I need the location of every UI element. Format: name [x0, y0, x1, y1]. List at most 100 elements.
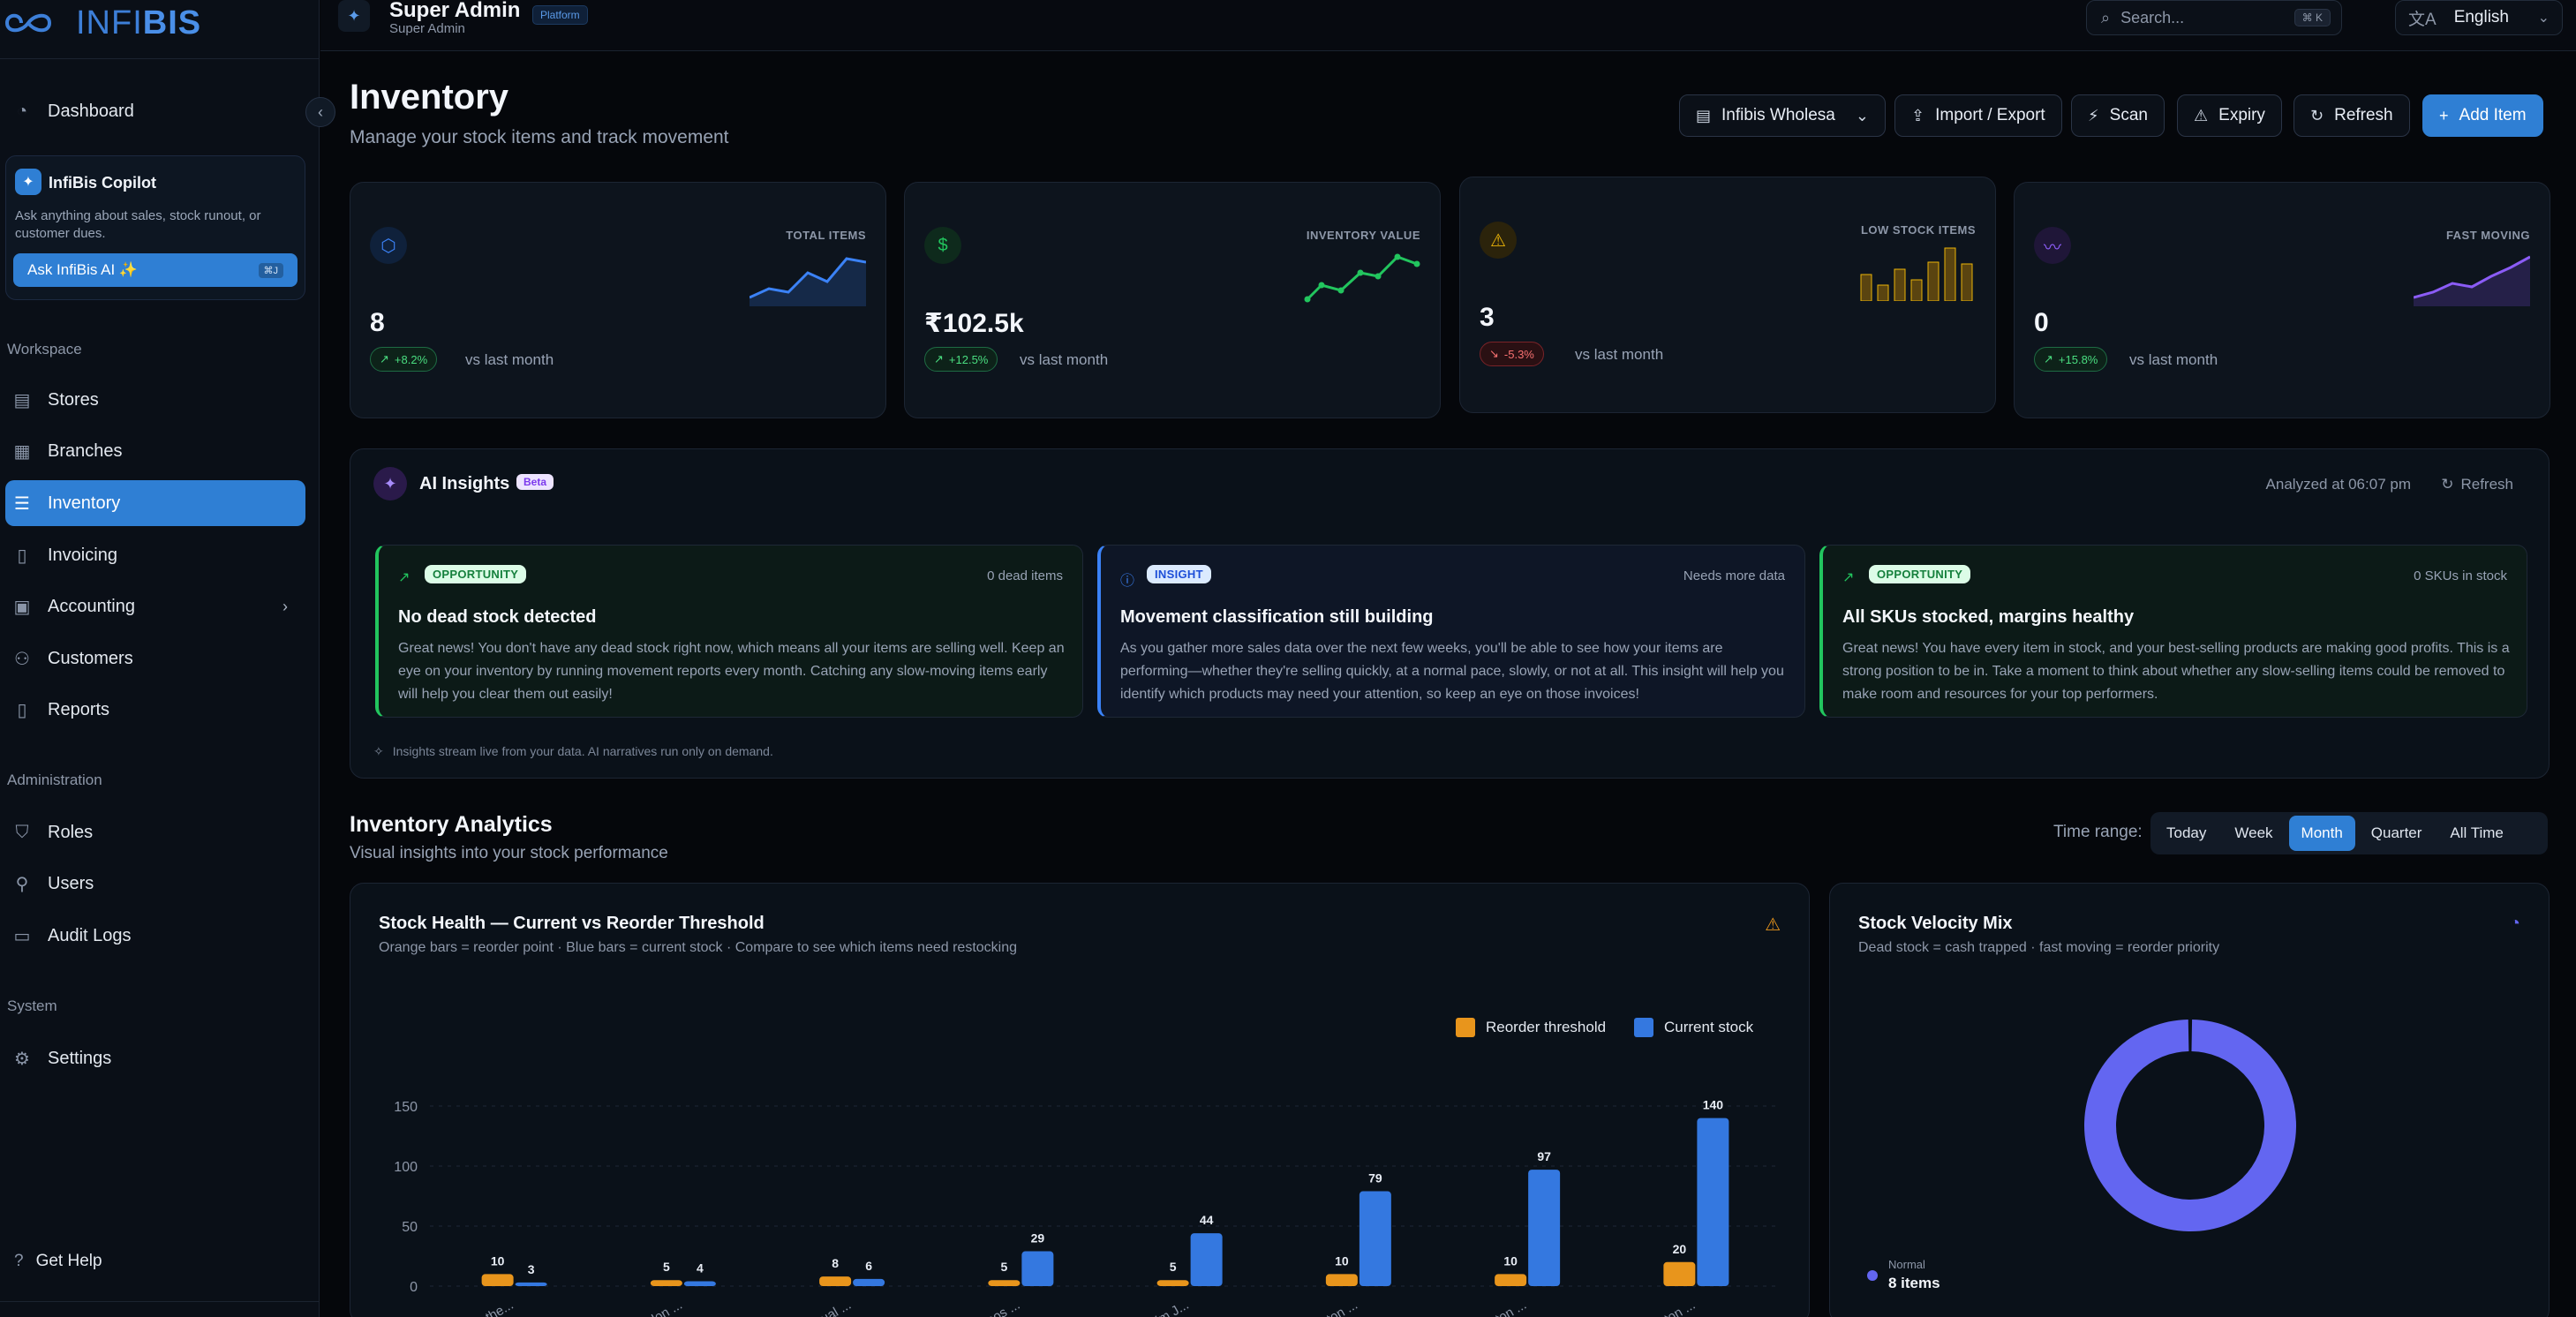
sidebar-item-label: Audit Logs [48, 925, 132, 945]
refresh-icon: ↻ [2310, 106, 2324, 124]
language-select[interactable]: 文A English ⌄ [2395, 0, 2563, 35]
top-bar: ✦ Super Admin Super Admin Platform ⌕ Sea… [320, 0, 2576, 51]
chevron-right-icon: › [282, 597, 288, 615]
stat-value: 8 [370, 308, 385, 337]
legend-swatch [1456, 1018, 1475, 1037]
user-icon: ⚲ [15, 874, 29, 894]
trend-value: +15.8% [2058, 352, 2098, 366]
store-select[interactable]: ▤ Infibis Wholesa ⌄ [1679, 94, 1886, 137]
sidebar-item-label: Inventory [48, 493, 121, 513]
add-item-button[interactable]: + Add Item [2422, 94, 2543, 137]
gauge-icon: ◔ [16, 101, 28, 121]
bar-reorder [650, 1280, 682, 1286]
insight-body: As you gather more sales data over the n… [1120, 641, 1784, 702]
chart-title: Stock Velocity Mix [1858, 914, 2013, 933]
bar-current [1021, 1251, 1054, 1286]
range-all-time[interactable]: All Time [2450, 824, 2504, 841]
stat-value: ₹102.5k [924, 309, 1024, 338]
sidebar-item-label: Roles [48, 822, 94, 842]
y-tick-label: 150 [394, 1100, 418, 1115]
time-range-label: Time range: [2053, 823, 2143, 841]
range-week[interactable]: Week [2234, 824, 2273, 841]
ask-ai-label: Ask InfiBis AI ✨ [27, 261, 139, 278]
box-icon: ⬡ [370, 227, 407, 264]
stat-compare-text: vs last month [1020, 351, 1109, 368]
data-label: 79 [1368, 1171, 1382, 1185]
range-month[interactable]: Month [2288, 816, 2355, 851]
bar-reorder [988, 1280, 1021, 1286]
page-title: Inventory [350, 78, 509, 117]
brand-logo[interactable]: INFIBIS [4, 4, 201, 41]
help-icon: ? [14, 1252, 24, 1270]
x-tick-label: ...im J... [1144, 1298, 1192, 1317]
bar-current [1528, 1170, 1561, 1286]
range-quarter[interactable]: Quarter [2370, 824, 2422, 841]
stat-label: LOW STOCK ITEMS [1860, 223, 1976, 237]
insight-meta: 0 dead items [987, 568, 1063, 583]
collapse-sidebar-button[interactable]: ‹ [305, 97, 335, 127]
range-today[interactable]: Today [2166, 824, 2207, 841]
sidebar-item-reports[interactable]: ▯ Reports [5, 687, 305, 733]
x-tick-label: ...ylon ... [634, 1298, 685, 1317]
sidebar-item-roles[interactable]: ⛉ Roles [5, 809, 305, 855]
velocity-donut-chart [2084, 1020, 2296, 1231]
refresh-button[interactable]: ↻ Refresh [2294, 94, 2410, 137]
stat-card-total-items: ⬡ TOTAL ITEMS 8 ↗ +8.2% vs last month [350, 182, 886, 418]
sidebar-item-settings[interactable]: ⚙ Settings [5, 1035, 305, 1081]
insight-title: No dead stock detected [398, 607, 597, 627]
bar-current [515, 1282, 547, 1286]
bar-reorder [819, 1276, 852, 1286]
insights-refresh-button[interactable]: ↻ Refresh [2441, 476, 2513, 493]
sidebar-item-audit-logs[interactable]: ▭ Audit Logs [5, 913, 305, 959]
sidebar-item-dashboard[interactable]: ◔ Dashboard [5, 88, 305, 134]
data-label: 5 [663, 1260, 670, 1274]
bar-current [683, 1281, 716, 1286]
sidebar-item-users[interactable]: ⚲ Users [5, 861, 305, 907]
trend-badge: ↗ +8.2% [370, 347, 438, 372]
sidebar-item-stores[interactable]: ▤ Stores [5, 377, 305, 423]
search-shortcut: ⌘ K [2294, 9, 2331, 26]
sparkline-fast-moving [2414, 255, 2530, 306]
stat-value: 0 [2034, 308, 2049, 337]
stat-label: INVENTORY VALUE [1306, 229, 1420, 242]
ask-ai-button[interactable]: Ask InfiBis AI ✨ ⌘J [13, 253, 298, 287]
search-input[interactable]: ⌕ Search... ⌘ K [2086, 0, 2342, 35]
sidebar-item-accounting[interactable]: ▣ Accounting › [5, 583, 305, 629]
y-tick-label: 50 [402, 1220, 418, 1235]
x-tick-label: ...otton ... [1643, 1298, 1699, 1317]
insight-card-skus: ↗ OPPORTUNITY 0 SKUs in stock All SKUs s… [1819, 545, 2527, 718]
sidebar-item-branches[interactable]: ▦ Branches [5, 428, 305, 474]
sparkline-inventory-value [1304, 253, 1420, 303]
sidebar-item-inventory[interactable]: ☰ Inventory [5, 480, 305, 526]
time-range-tabs: Today Week Month Quarter All Time [2150, 812, 2548, 854]
sidebar-item-invoicing[interactable]: ▯ Invoicing [5, 532, 305, 578]
sidebar-item-customers[interactable]: ⚇ Customers [5, 636, 305, 681]
user-name: Super Admin [389, 0, 521, 22]
expiry-button[interactable]: ⚠ Expiry [2177, 94, 2282, 137]
trend-badge: ↗ +15.8% [2034, 347, 2108, 372]
branch-icon: ▦ [13, 441, 31, 462]
copilot-description: Ask anything about sales, stock runout, … [15, 208, 261, 241]
get-help-link[interactable]: ? Get Help [14, 1252, 102, 1271]
store-icon: ▤ [1696, 106, 1712, 124]
chart-title: Stock Health — Current vs Reorder Thresh… [379, 914, 765, 933]
donut-slice[interactable] [2084, 1020, 2296, 1231]
add-item-label: Add Item [2459, 106, 2527, 124]
stat-card-low-stock: ⚠ LOW STOCK ITEMS 3 ↘ -5.3% vs last month [1459, 177, 1996, 413]
file-icon: ▯ [17, 546, 27, 566]
bar-current [1359, 1191, 1391, 1286]
scan-button[interactable]: ⚡ Scan [2071, 94, 2165, 137]
refresh-label: Refresh [2334, 106, 2393, 124]
sidebar-item-label: Dashboard [48, 101, 134, 121]
stat-card-fast-moving: 〰 FAST MOVING 0 ↗ +15.8% vs last month [2014, 182, 2550, 418]
chart-subtitle: Dead stock = cash trapped · fast moving … [1858, 940, 2220, 955]
warning-icon: ⚠ [2194, 106, 2209, 124]
data-label: 44 [1200, 1213, 1214, 1227]
import-export-button[interactable]: ⇪ Import / Export [1894, 94, 2062, 137]
insight-body: Great news! You don't have any dead stoc… [398, 641, 1065, 702]
section-label-system: System [7, 997, 57, 1014]
trend-value: -5.3% [1503, 347, 1534, 361]
copilot-card: ✦ InfiBis Copilot Ask anything about sal… [5, 155, 305, 300]
import-export-label: Import / Export [1935, 106, 2045, 124]
get-help-label: Get Help [35, 1252, 102, 1270]
